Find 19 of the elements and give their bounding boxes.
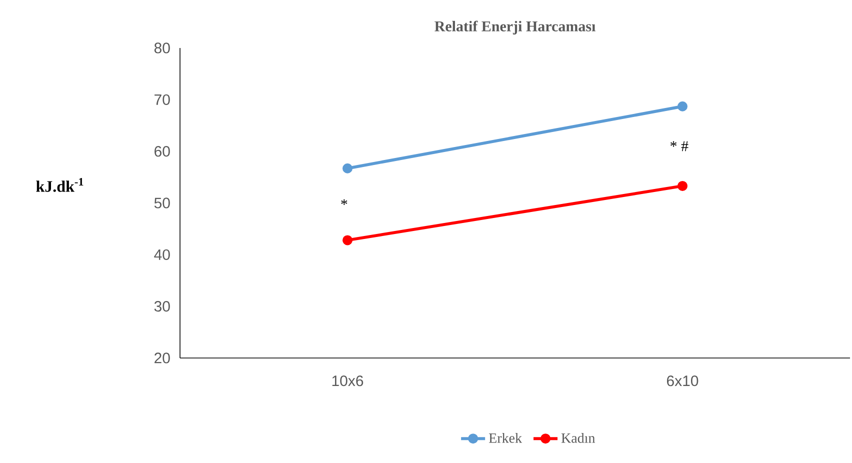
point [677, 101, 688, 112]
point [677, 180, 688, 191]
y-tick-label: 50 [154, 198, 170, 208]
y-tick-label: 80 [154, 42, 170, 54]
point [342, 235, 353, 246]
y-tick-label: 60 [154, 146, 170, 157]
annotation: * [341, 199, 348, 205]
chart-title: Relatif Enerji Harcaması [434, 20, 596, 34]
x-tick-label: 6x10 [667, 376, 698, 386]
y-tick-label: 40 [154, 249, 170, 260]
y-tick-label: 30 [154, 301, 170, 312]
legend-label: Kadın [561, 432, 596, 443]
x-tick-label: 10x6 [332, 376, 364, 386]
y-tick-label: 70 [154, 94, 170, 105]
y-axis-title: kJ.dk$^{-1}$ [36, 178, 84, 192]
point [342, 163, 353, 174]
legend-label: Erkek [488, 432, 522, 443]
annotation: * # [670, 141, 688, 152]
y-tick-label: 20 [154, 352, 170, 364]
